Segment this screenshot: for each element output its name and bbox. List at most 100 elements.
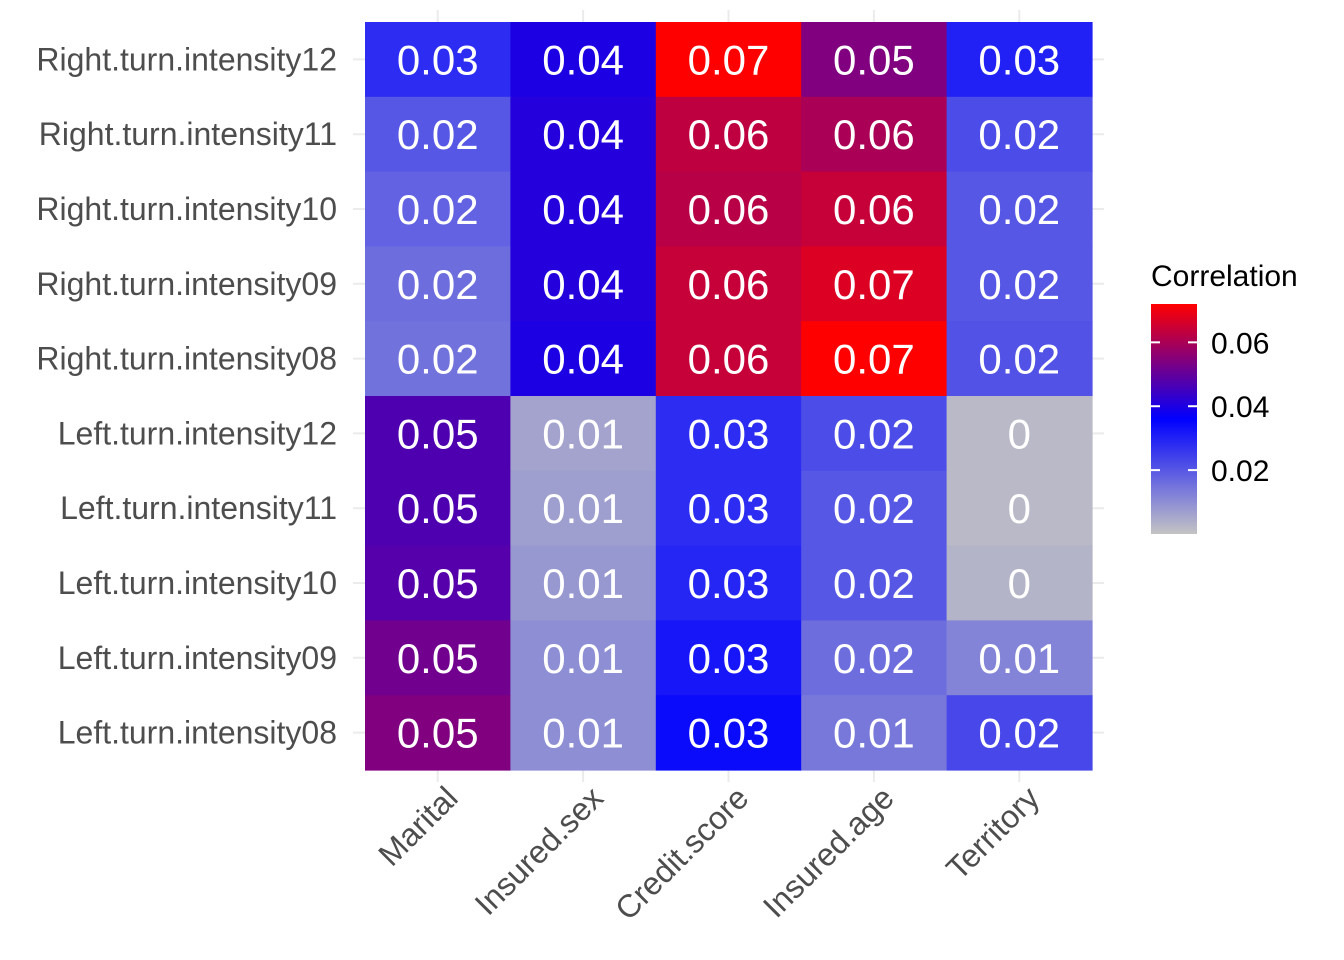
y-tick-label: Right.turn.intensity09	[36, 266, 337, 302]
cell-value-label: 0.04	[542, 186, 624, 233]
heatmap-cell	[510, 545, 657, 621]
cell-value-label: 0.04	[542, 336, 624, 383]
heatmap-cell	[946, 396, 1093, 472]
heatmap-cell	[801, 695, 948, 771]
heatmap-cells	[365, 22, 1093, 771]
heatmap-cell	[655, 246, 802, 322]
heatmap-cell	[946, 246, 1093, 322]
cell-value-label: 0.01	[542, 485, 624, 532]
y-axis: Right.turn.intensity12 Right.turn.intensi…	[36, 41, 337, 750]
heatmap-cell	[946, 695, 1093, 771]
heatmap-cell	[655, 695, 802, 771]
cell-value-label: 0.07	[688, 36, 770, 83]
cell-value-label: 0.04	[542, 36, 624, 83]
x-tick-label: Credit.score	[608, 779, 755, 926]
heatmap-cell	[655, 620, 802, 696]
heatmap-cell	[510, 396, 657, 472]
x-tick-label: Territory	[939, 779, 1046, 886]
y-tick-label: Left.turn.intensity08	[58, 715, 337, 751]
y-tick-label: Right.turn.intensity10	[36, 191, 337, 227]
cell-value-label: 0.06	[688, 111, 770, 158]
heatmap-cell	[946, 171, 1093, 247]
heatmap-cell	[365, 545, 511, 621]
cell-value-label: 0.02	[978, 111, 1060, 158]
cell-value-label: 0.02	[833, 635, 915, 682]
heatmap-cell	[801, 22, 948, 98]
cell-value-label: 0.02	[978, 336, 1060, 383]
cell-value-label: 0.01	[978, 635, 1060, 682]
heatmap-cell	[801, 620, 948, 696]
cell-value-label: 0.05	[833, 36, 915, 83]
heatmap-cell	[510, 321, 657, 397]
x-tick-label: Insured.age	[756, 779, 901, 924]
heatmap-cell	[655, 22, 802, 98]
cell-value-label: 0.01	[542, 635, 624, 682]
heatmap-cell	[801, 396, 948, 472]
y-tick-label: Left.turn.intensity12	[58, 415, 337, 451]
legend-tick-label: 0.06	[1211, 327, 1269, 360]
heatmap-cell	[510, 246, 657, 322]
legend-tick-label: 0.04	[1211, 391, 1269, 424]
heatmap-cell	[655, 470, 802, 547]
y-tick-label: Right.turn.intensity12	[36, 41, 337, 77]
y-tick-label: Right.turn.intensity08	[36, 341, 337, 377]
legend-tick-label: 0.02	[1211, 455, 1269, 488]
cell-value-label: 0.02	[833, 410, 915, 457]
cell-value-label: 0.02	[397, 111, 479, 158]
y-tick-label: Left.turn.intensity09	[58, 640, 337, 676]
cell-value-label: 0.03	[688, 485, 770, 532]
cell-value-label: 0	[1008, 485, 1031, 532]
cell-value-label: 0.06	[688, 336, 770, 383]
heatmap-cell	[365, 470, 511, 547]
cell-value-label: 0.03	[397, 36, 479, 83]
heatmap-cell	[510, 695, 657, 771]
cell-value-label: 0.02	[833, 560, 915, 607]
x-tick-label: Marital	[371, 779, 464, 872]
y-tick-label: Right.turn.intensity11	[39, 116, 337, 152]
heatmap-cell	[365, 396, 511, 472]
cell-value-label: 0.03	[688, 410, 770, 457]
legend-colorbar	[1151, 304, 1197, 534]
heatmap-cell	[655, 171, 802, 247]
cell-value-label: 0.05	[397, 410, 479, 457]
cell-value-label: 0.06	[688, 186, 770, 233]
heatmap-cell	[801, 321, 948, 397]
cell-value-label: 0.01	[542, 710, 624, 757]
cell-value-label: 0.03	[688, 560, 770, 607]
cell-value-label: 0.06	[833, 186, 915, 233]
cell-value-label: 0.02	[978, 261, 1060, 308]
cell-value-label: 0.06	[833, 111, 915, 158]
heatmap-cell	[801, 470, 948, 547]
heatmap-cell	[946, 620, 1093, 696]
cell-value-label: 0.02	[397, 261, 479, 308]
cell-value-label: 0.03	[688, 710, 770, 757]
cell-value-label: 0.06	[688, 261, 770, 308]
cell-value-label: 0.07	[833, 261, 915, 308]
heatmap-cell	[365, 246, 511, 322]
heatmap-cell	[365, 171, 511, 247]
cell-value-label: 0.05	[397, 635, 479, 682]
heatmap-cell	[946, 96, 1093, 173]
cell-value-label: 0.03	[688, 635, 770, 682]
cell-value-label: 0	[1008, 410, 1031, 457]
legend-ticks: 0.02 0.04 0.06	[1151, 327, 1269, 488]
cell-value-label: 0	[1008, 560, 1031, 607]
cell-value-label: 0.01	[833, 710, 915, 757]
cell-value-label: 0.02	[833, 485, 915, 532]
y-tick-label: Left.turn.intensity10	[58, 565, 337, 601]
heatmap-cell	[655, 396, 802, 472]
cell-value-label: 0.02	[397, 186, 479, 233]
heatmap-cell	[801, 96, 948, 173]
cell-value-label: 0.02	[978, 186, 1060, 233]
heatmap-cell	[946, 545, 1093, 621]
x-tick-label: Insured.sex	[468, 779, 610, 921]
cell-value-label: 0.05	[397, 485, 479, 532]
heatmap-cell	[510, 470, 657, 547]
cell-value-label: 0.02	[978, 710, 1060, 757]
legend-title: Correlation	[1151, 260, 1298, 293]
cell-value-label: 0.01	[542, 410, 624, 457]
heatmap-cell	[946, 22, 1093, 98]
cell-value-label: 0.02	[397, 336, 479, 383]
heatmap-cell	[801, 171, 948, 247]
